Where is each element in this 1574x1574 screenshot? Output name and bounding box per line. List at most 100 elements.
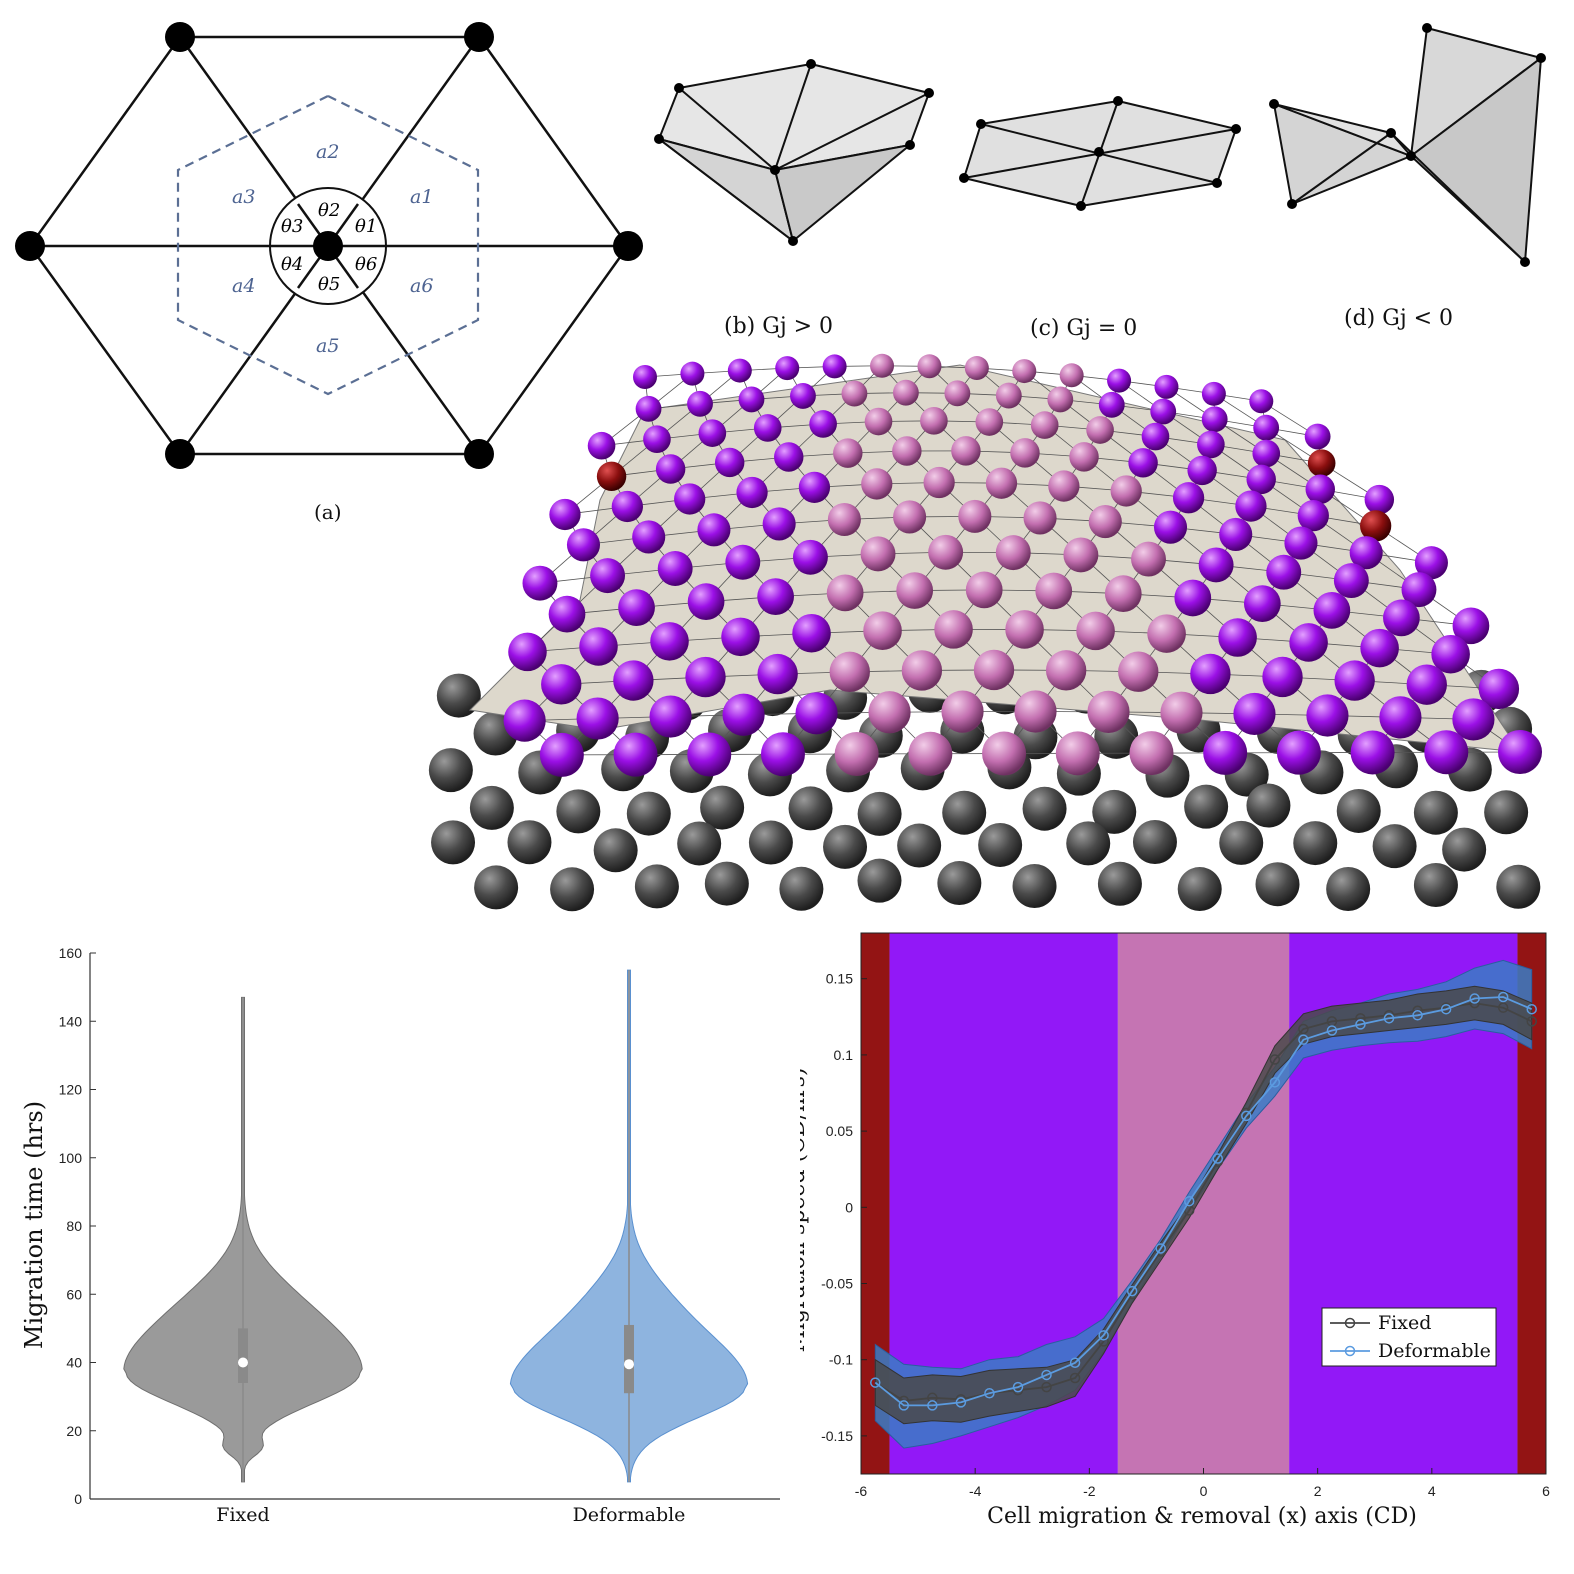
boundary-cell [1401,572,1437,608]
substrate-cell [1022,786,1067,831]
boundary-cell [1150,398,1177,425]
substrate-cell [1177,867,1222,912]
data-point [1041,1369,1052,1381]
interior-cell [1059,363,1084,388]
panel-d-negative-curvature [1269,23,1546,267]
interior-cell [951,436,981,466]
boundary-cell [790,382,816,409]
boundary-cell [1266,554,1302,590]
interior-cell [1030,411,1059,439]
removal-cell [1307,449,1336,477]
data-point [898,1400,910,1411]
area-label: a1 [410,186,433,208]
y-tick-label: 100 [59,1150,83,1166]
sheet-cells [503,353,1542,777]
substrate-cell [1442,827,1487,872]
substrate-cell [1496,864,1541,909]
interior-cell [1088,505,1122,539]
boundary-cell [1414,546,1448,580]
data-point [1012,1381,1024,1393]
boundary-cell [680,361,705,386]
interior-cell [1104,575,1142,613]
boundary-cell [1141,422,1170,451]
boundary-cell [1172,482,1205,514]
y-tick-label: 40 [66,1355,82,1371]
angle-label: θ5 [318,274,340,295]
x-category-label: Deformable [573,1504,686,1526]
boundary-cell [1107,368,1132,393]
substrate-cell [507,820,552,865]
data-point [1440,1003,1452,1015]
data-point [1269,1077,1281,1088]
area-label: a2 [316,141,339,163]
substrate-cell [1246,783,1291,828]
x-category-label: Fixed [216,1504,269,1526]
boundary-cell [1249,389,1274,414]
substrate-cell [1097,861,1142,906]
data-point [1526,1016,1537,1027]
panel-c-zero-curvature [959,96,1241,211]
y-tick-label: 0 [74,1491,82,1507]
violin-median-marker [624,1359,634,1370]
boundary-cell [1243,585,1281,622]
boundary-cell [1297,500,1329,532]
substrate-cell [1413,862,1458,907]
boundary-cell [685,656,726,698]
boundary-cell [1201,406,1228,433]
caption-b: (b) Gj > 0 [724,314,834,339]
boundary-cell [1098,391,1125,418]
boundary-cell [1197,430,1225,459]
boundary-cell [1304,423,1331,450]
boundary-cell [1253,414,1280,441]
boundary-cell [503,699,546,742]
boundary-cell [587,431,616,460]
boundary-cell [762,507,796,541]
substrate-cell [937,861,982,906]
interior-cell [917,354,942,379]
cell-sheet-3d-rendering [428,353,1542,912]
y-tick-label: 160 [59,945,83,961]
substrate-cell [431,820,476,865]
boundary-cell [1406,664,1447,705]
boundary-cell [725,544,761,580]
boundary-cell [792,539,828,575]
boundary-cell [1235,490,1267,522]
substrate-cell [1255,862,1300,907]
boundary-cell [1276,730,1321,775]
substrate-cell [1326,866,1371,911]
boundary-cell [1201,381,1226,406]
data-point [1069,1357,1081,1369]
substrate-cell [1484,790,1529,835]
boundary-cell [738,386,765,413]
boundary-cell [1190,653,1231,695]
interior-cell [1045,650,1087,691]
interior-cell [1129,731,1174,776]
interior-cell [995,382,1022,409]
data-point [927,1392,938,1404]
boundary-cell [1498,730,1542,774]
boundary-cell [753,414,782,442]
interior-cell [908,731,953,776]
violin-iqr-box [238,1328,248,1383]
interior-cell [923,466,955,499]
boundary-cell [649,695,692,738]
boundary-cell [539,732,584,777]
boundary-cell [1364,484,1395,515]
data-point [1298,1034,1309,1045]
interior-cell [1087,690,1130,733]
y-tick-label: 140 [59,1013,83,1029]
interior-cell [827,502,861,537]
data-point [1298,1023,1309,1035]
angle-label: θ1 [355,216,377,237]
angle-label: θ3 [281,216,303,237]
interior-cell [901,650,943,691]
interior-cell [982,731,1027,776]
interior-cell [1076,611,1115,651]
interior-cell [958,499,992,533]
interior-cell [868,691,911,734]
boundary-cell [792,613,831,653]
angle-label: θ6 [355,254,377,275]
substrate-cell [677,821,722,866]
panel-b-positive-curvature [654,59,934,246]
boundary-cell [657,551,693,586]
